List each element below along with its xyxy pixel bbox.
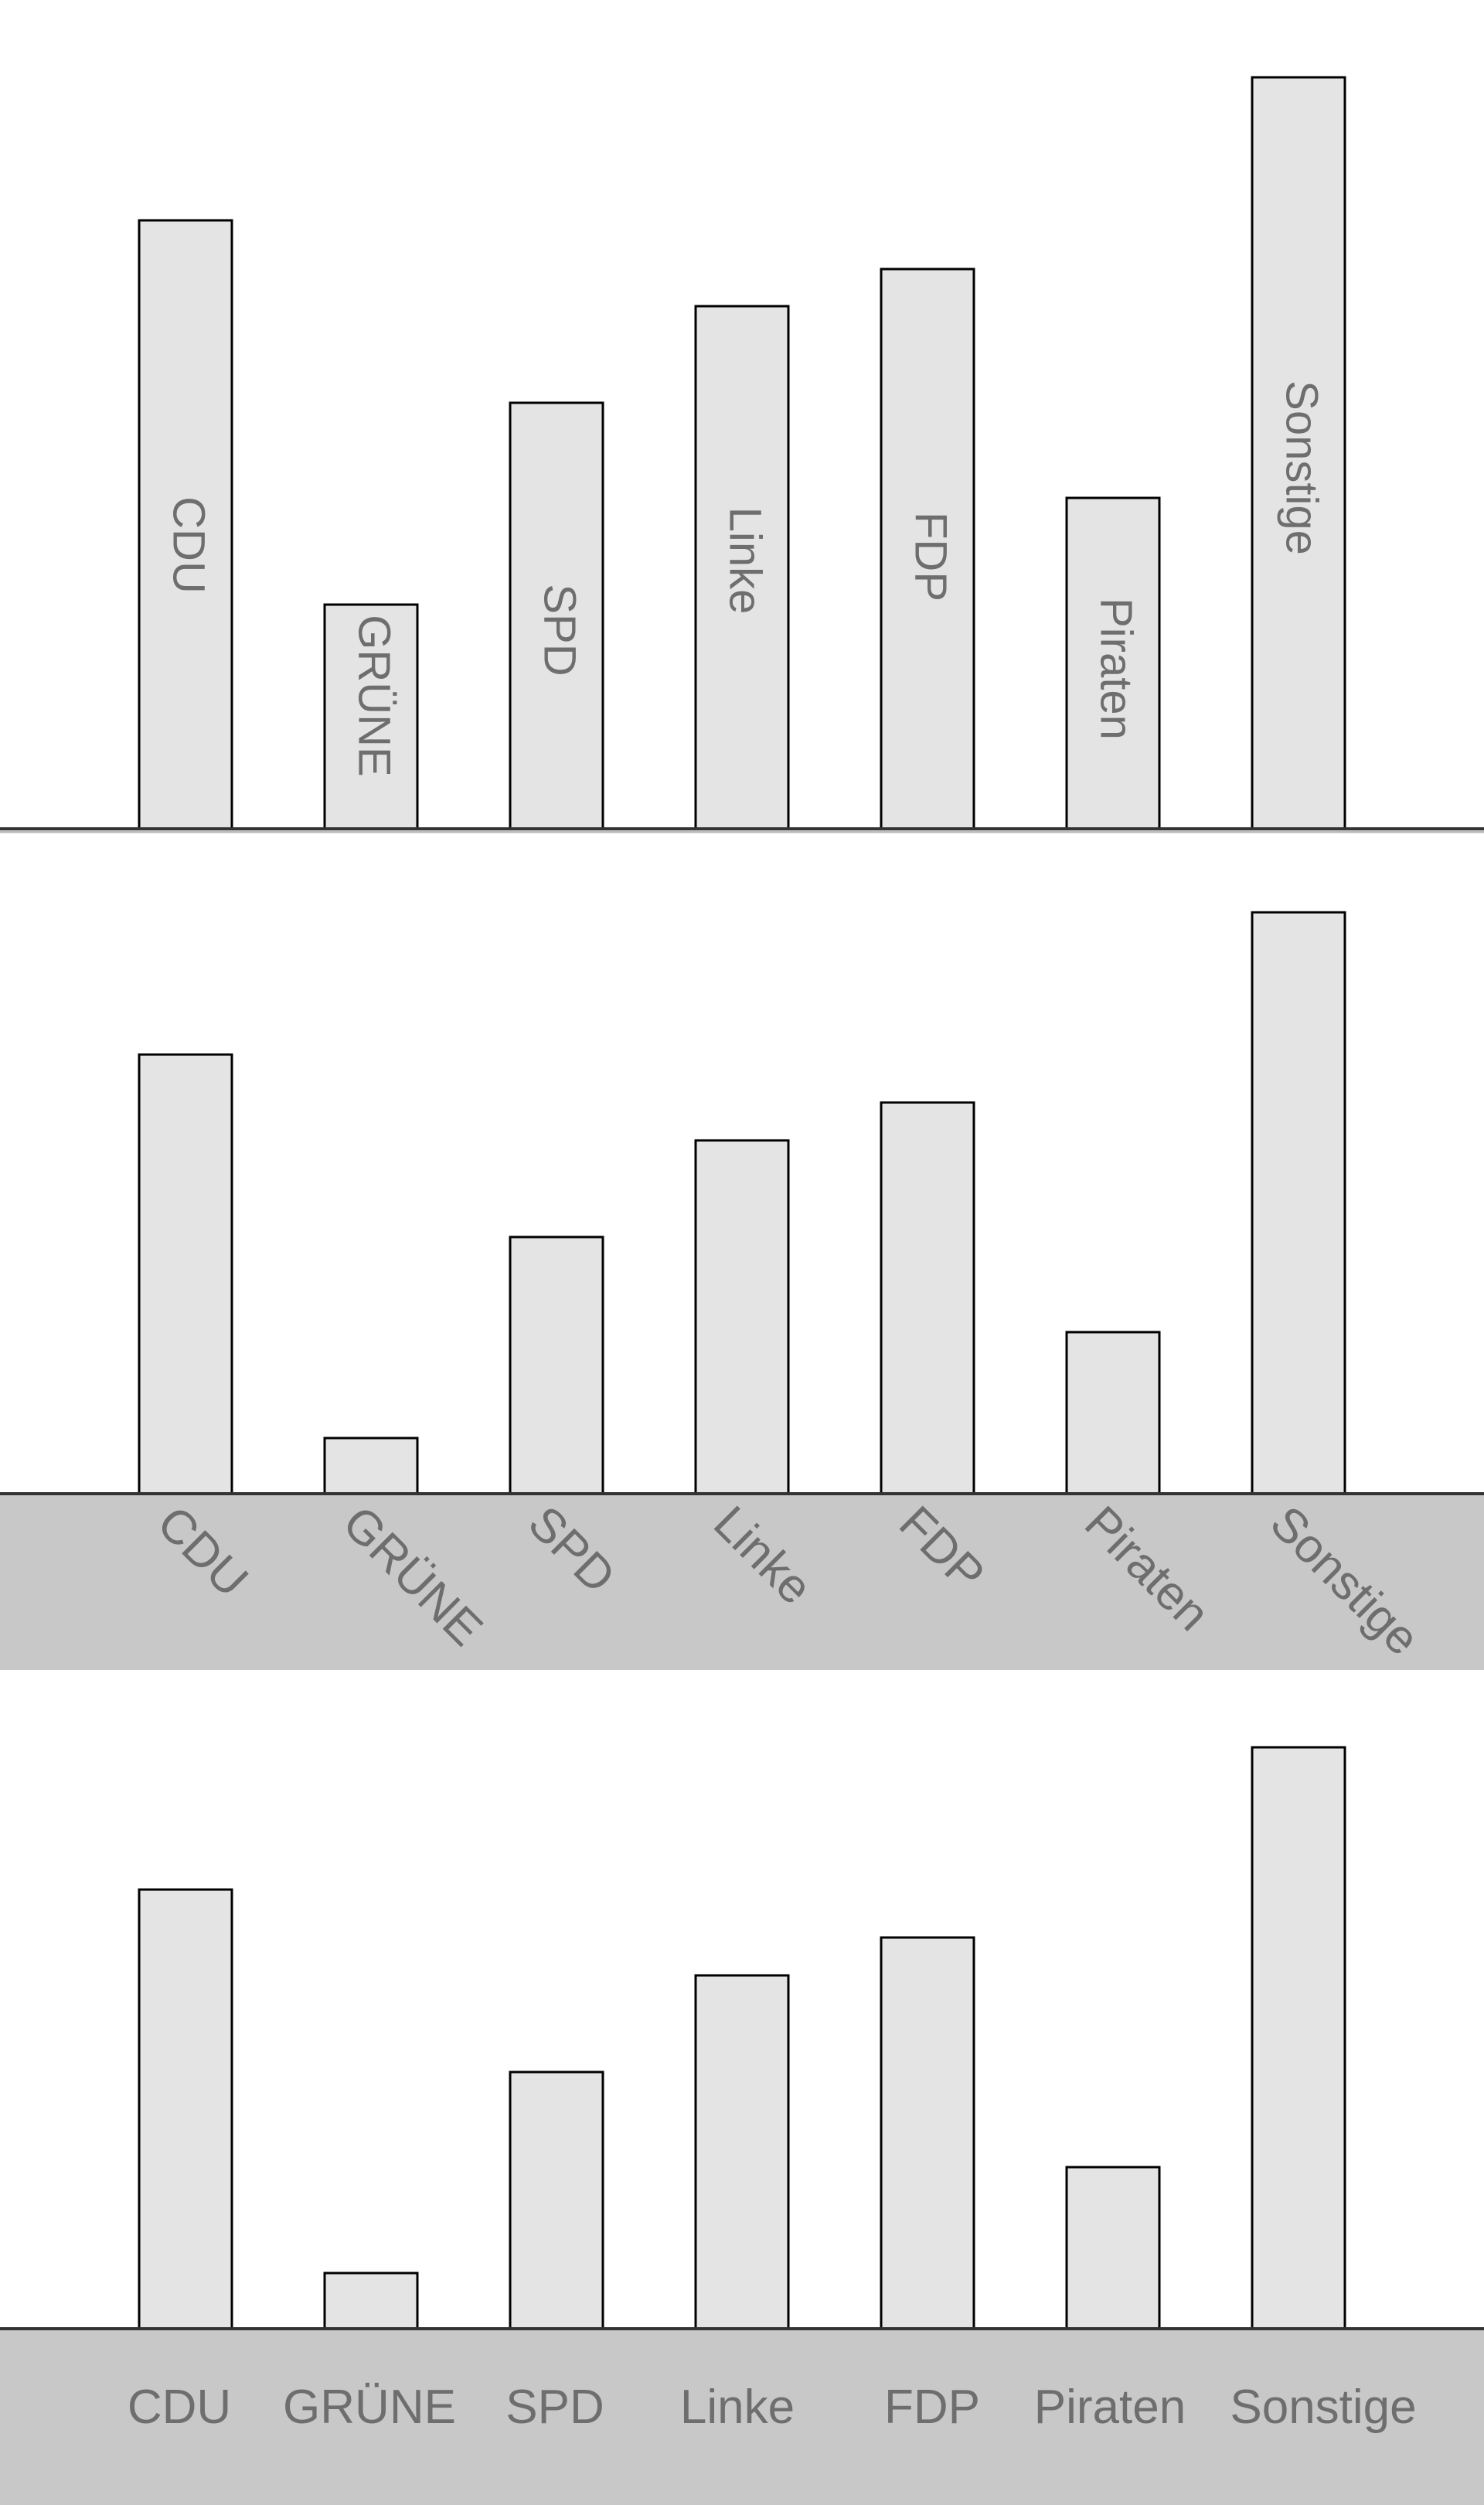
bar-grne: [323, 1437, 419, 1495]
bar-cdu: [138, 219, 233, 830]
category-label: Sonstige: [1277, 380, 1327, 555]
axis-label-band: [0, 1494, 1484, 1670]
bar-piraten: [1065, 2166, 1161, 2330]
category-label: SPD: [535, 584, 585, 676]
bar-piraten: [1065, 496, 1161, 830]
bar-linke: [694, 1139, 790, 1495]
category-label: FDP: [906, 512, 956, 602]
bar-spd: [509, 1235, 604, 1495]
category-label: GRÜNE: [283, 2381, 456, 2434]
bar-piraten: [1065, 1331, 1161, 1495]
bar-grne: [323, 2272, 419, 2330]
category-label: Piraten: [1034, 2381, 1186, 2434]
category-label: FDP: [884, 2381, 980, 2434]
chart-labels-inside-bars: CDU GRÜNE SPD Linke FDP Piraten Sonstige: [0, 76, 1484, 833]
category-label: CDU: [128, 2381, 231, 2434]
category-label: SPD: [505, 2381, 604, 2434]
category-label: Linke: [720, 507, 771, 615]
bar-linke: [694, 1974, 790, 2330]
bar-grne: [323, 603, 419, 830]
bar-linke: [694, 305, 790, 830]
chart-labels-rotated-below: CDU GRÜNE SPD Linke FDP Piraten Sonstige: [0, 911, 1484, 1670]
category-label: CDU: [164, 496, 214, 594]
bar-spd: [509, 2070, 604, 2330]
bar-fdp: [880, 1101, 975, 1495]
category-label: Piraten: [1091, 598, 1142, 740]
category-label: Linke: [680, 2381, 795, 2434]
bar-sonstige: [1251, 1746, 1346, 2330]
bar-spd: [509, 401, 604, 830]
bar-sonstige: [1251, 911, 1346, 1495]
bar-cdu: [138, 1888, 233, 2330]
bar-cdu: [138, 1053, 233, 1495]
category-label: Sonstige: [1230, 2381, 1416, 2434]
bar-fdp: [880, 1936, 975, 2330]
category-label: GRÜNE: [349, 615, 400, 776]
axis-label-band: [0, 2329, 1484, 2505]
chart-labels-horizontal-below: CDU GRÜNE SPD Linke FDP Piraten Sonstige: [0, 1746, 1484, 2505]
